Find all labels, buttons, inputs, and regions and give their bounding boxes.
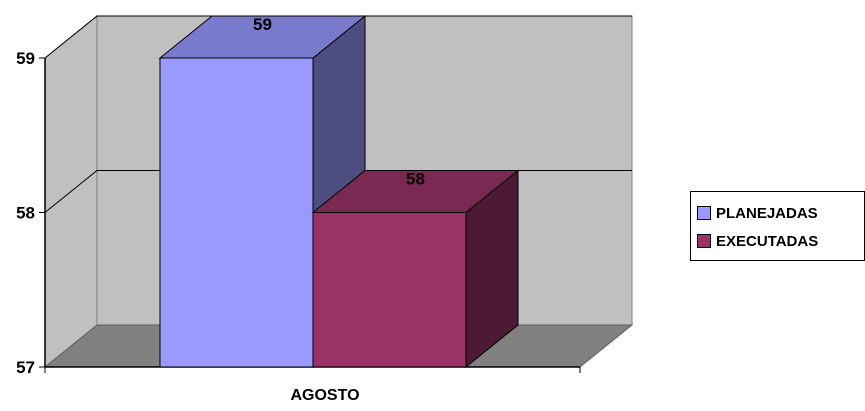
legend-swatch-planejadas [697, 206, 711, 220]
y-tick-label: 59 [16, 49, 35, 68]
x-tick-label: AGOSTO [290, 387, 359, 404]
legend: PLANEJADAS EXECUTADAS [690, 191, 865, 261]
legend-label-planejadas: PLANEJADAS [716, 204, 818, 222]
bars [158, 14, 520, 369]
legend-label-executadas: EXECUTADAS [716, 232, 819, 250]
legend-item-planejadas: PLANEJADAS [697, 202, 818, 224]
bar-front-planejadas [159, 57, 314, 368]
legend-item-executadas: EXECUTADAS [697, 230, 818, 252]
y-tick-label: 58 [16, 204, 35, 223]
data-label-planejadas: 59 [253, 15, 272, 34]
labels: 57 58 59 AGOSTO 59 58 [16, 15, 425, 404]
gridline-59 [44, 15, 632, 59]
bar-executadas [311, 169, 520, 369]
bar-front-executadas [312, 212, 467, 368]
y-tick-label: 57 [16, 358, 35, 377]
data-label-executadas: 58 [406, 170, 425, 189]
legend-swatch-executadas [697, 234, 711, 248]
